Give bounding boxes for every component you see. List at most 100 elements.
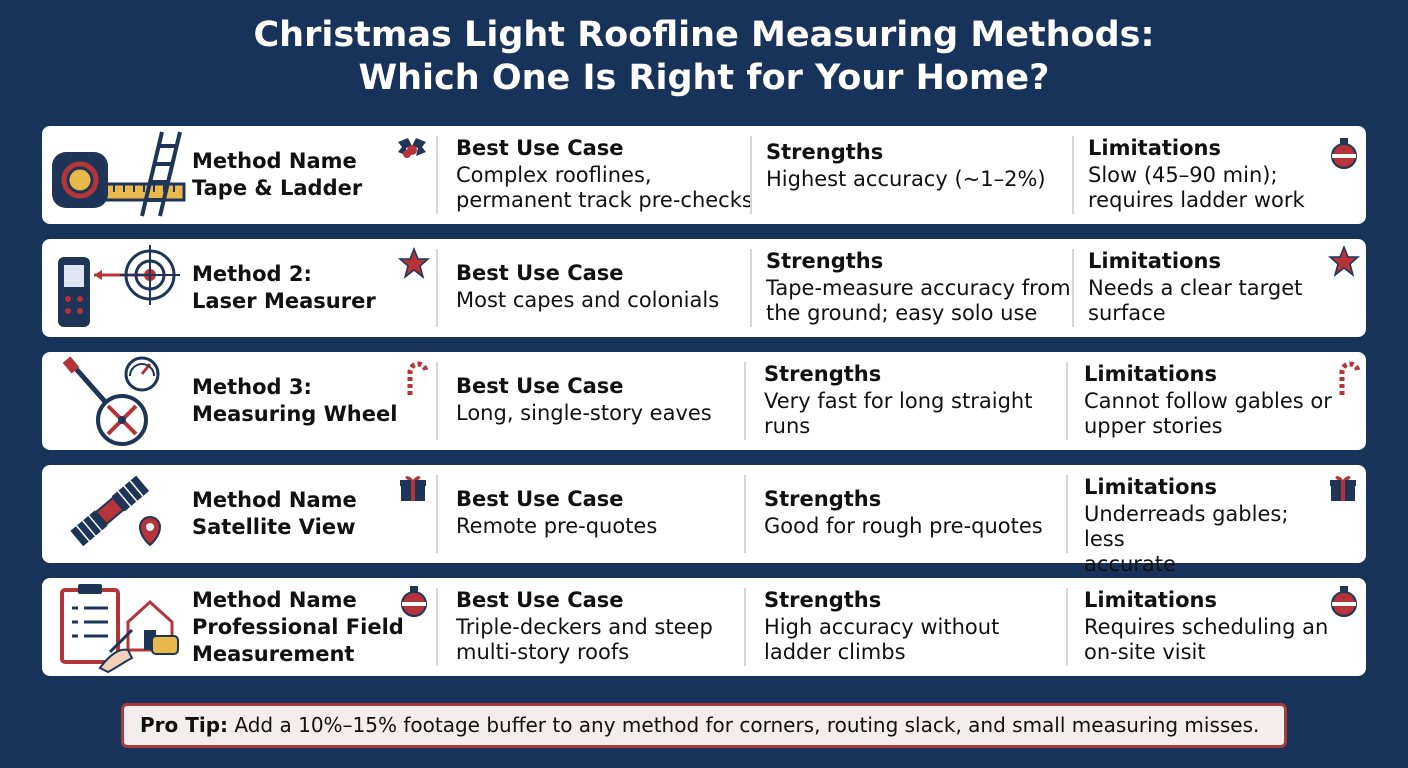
limitations: Limitations Needs a clear target surface — [1088, 249, 1318, 326]
limitations: Limitations Slow (45–90 min); requires l… — [1088, 136, 1318, 213]
satellite-icon — [50, 465, 188, 563]
strengths: Strengths Highest accuracy (~1–2%) — [766, 140, 1066, 192]
method-name: Method 2: Laser Measurer — [192, 261, 376, 315]
method-line-2: Laser Measurer — [192, 289, 376, 313]
limitations-text: Needs a clear target surface — [1088, 276, 1303, 325]
best-use-case-text: Most capes and colonials — [456, 288, 720, 312]
divider — [744, 475, 746, 553]
method-line-1: Method 2: — [192, 262, 312, 286]
strengths: Strengths Good for rough pre-quotes — [764, 487, 1064, 539]
candy-cane-icon — [1339, 361, 1360, 398]
pro-tip-box: Pro Tip: Add a 10%–15% footage buffer to… — [121, 703, 1287, 748]
limitations-text: Slow (45–90 min); requires ladder work — [1088, 163, 1305, 212]
ornament-icon — [1331, 586, 1357, 617]
holly-icon — [398, 138, 426, 158]
divider — [436, 588, 438, 666]
method-line-3: Measurement — [192, 642, 355, 666]
method-name: Method Name Tape & Ladder — [192, 148, 362, 202]
best-use-case: Best Use Case Remote pre-quotes — [456, 487, 756, 539]
divider — [436, 249, 438, 327]
best-use-case-header: Best Use Case — [456, 588, 624, 612]
limitations-text: Cannot follow gables or upper stories — [1084, 389, 1332, 438]
method-row-satellite: Method Name Satellite View Best Use Case… — [42, 465, 1366, 576]
strengths-text: Highest accuracy (~1–2%) — [766, 167, 1046, 191]
method-line-1: Method Name — [192, 149, 357, 173]
strengths-header: Strengths — [764, 487, 882, 511]
strengths-text: Good for rough pre-quotes — [764, 514, 1043, 538]
method-line-1: Method 3: — [192, 375, 312, 399]
divider — [1066, 588, 1068, 666]
method-name: Method Name Professional Field Measureme… — [192, 587, 404, 668]
method-name: Method 3: Measuring Wheel — [192, 374, 397, 428]
pro-tip-text: Add a 10%–15% footage buffer to any meth… — [228, 713, 1260, 737]
method-name: Method Name Satellite View — [192, 487, 357, 541]
best-use-case: Best Use Case Long, single-story eaves — [456, 374, 756, 426]
limitations-text: Requires scheduling an on-site visit — [1084, 615, 1329, 664]
limitations-header: Limitations — [1088, 136, 1221, 160]
pro-tip-label: Pro Tip: — [140, 713, 229, 737]
method-row-laser: Method 2: Laser Measurer Best Use Case M… — [42, 239, 1366, 337]
strengths-header: Strengths — [766, 249, 884, 273]
clipboard-house-icon — [50, 578, 188, 676]
limitations-text: Underreads gables; less accurate — [1084, 502, 1289, 576]
strengths-header: Strengths — [764, 588, 882, 612]
measuring-wheel-icon — [50, 352, 188, 450]
laser-measurer-icon — [50, 239, 188, 337]
limitations: Limitations Underreads gables; less accu… — [1084, 475, 1334, 577]
best-use-case: Best Use Case Complex rooflines, permane… — [456, 136, 756, 213]
method-row-wheel: Method 3: Measuring Wheel Best Use Case … — [42, 352, 1366, 450]
divider — [750, 136, 752, 214]
strengths-text: Tape-measure accuracy from the ground; e… — [766, 276, 1071, 325]
method-line-2: Professional Field — [192, 615, 404, 639]
title-line-1: Christmas Light Roofline Measuring Metho… — [253, 15, 1155, 55]
best-use-case-text: Remote pre-quotes — [456, 514, 658, 538]
method-row-professional: Method Name Professional Field Measureme… — [42, 578, 1366, 676]
ornament-icon — [1331, 138, 1357, 169]
best-use-case-header: Best Use Case — [456, 136, 624, 160]
divider — [744, 588, 746, 666]
limitations-header: Limitations — [1088, 249, 1221, 273]
strengths-header: Strengths — [764, 362, 882, 386]
divider — [750, 249, 752, 327]
limitations-header: Limitations — [1084, 475, 1217, 499]
ornament-icon — [401, 586, 427, 617]
gift-icon — [400, 476, 426, 501]
star-icon — [398, 247, 430, 279]
strengths: Strengths High accuracy without ladder c… — [764, 588, 1064, 665]
limitations: Limitations Requires scheduling an on-si… — [1084, 588, 1334, 665]
divider — [1072, 249, 1074, 327]
best-use-case-text: Long, single-story eaves — [456, 401, 712, 425]
limitations-header: Limitations — [1084, 588, 1217, 612]
divider — [744, 362, 746, 440]
strengths: Strengths Tape-measure accuracy from the… — [766, 249, 1076, 326]
strengths-text: High accuracy without ladder climbs — [764, 615, 1000, 664]
strengths: Strengths Very fast for long straight ru… — [764, 362, 1064, 439]
divider — [1066, 475, 1068, 553]
tape-ladder-icon — [50, 126, 188, 224]
best-use-case-text: Complex rooflines, permanent track pre-c… — [456, 163, 753, 212]
divider — [436, 136, 438, 214]
title-line-2: Which One Is Right for Your Home? — [358, 58, 1050, 98]
method-line-2: Tape & Ladder — [192, 176, 363, 200]
best-use-case: Best Use Case Most capes and colonials — [456, 261, 756, 313]
strengths-text: Very fast for long straight runs — [764, 389, 1033, 438]
limitations: Limitations Cannot follow gables or uppe… — [1084, 362, 1334, 439]
candy-cane-icon — [407, 361, 428, 398]
method-line-2: Measuring Wheel — [192, 402, 398, 426]
method-line-2: Satellite View — [192, 515, 356, 539]
divider — [436, 362, 438, 440]
method-line-1: Method Name — [192, 488, 357, 512]
best-use-case-header: Best Use Case — [456, 487, 624, 511]
best-use-case: Best Use Case Triple-deckers and steep m… — [456, 588, 756, 665]
best-use-case-header: Best Use Case — [456, 261, 624, 285]
strengths-header: Strengths — [766, 140, 884, 164]
divider — [436, 475, 438, 553]
best-use-case-text: Triple-deckers and steep multi-story roo… — [456, 615, 713, 664]
limitations-header: Limitations — [1084, 362, 1217, 386]
divider — [1066, 362, 1068, 440]
method-line-1: Method Name — [192, 588, 357, 612]
method-row-tape-ladder: Method Name Tape & Ladder Best Use Case … — [42, 126, 1366, 224]
gift-icon — [1330, 476, 1356, 501]
best-use-case-header: Best Use Case — [456, 374, 624, 398]
divider — [1072, 136, 1074, 214]
